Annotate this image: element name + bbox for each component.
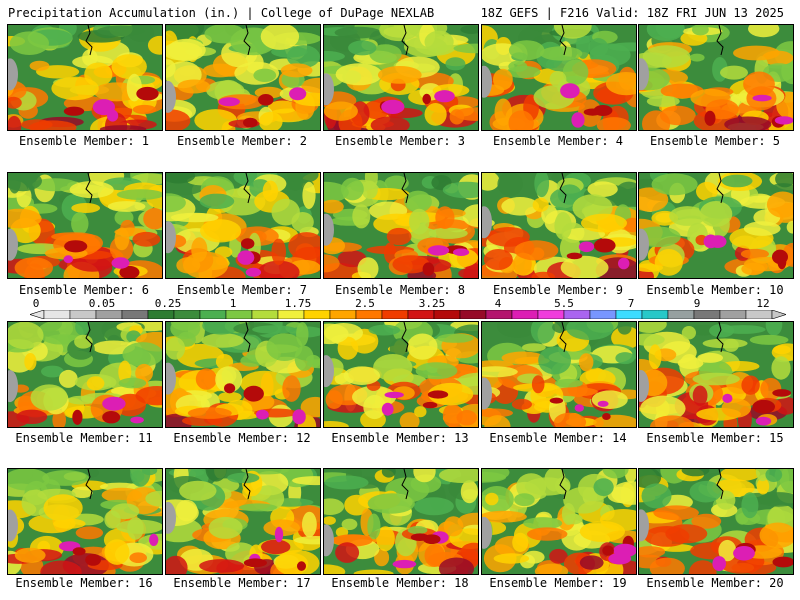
ensemble-member-label-17: Ensemble Member: 17 xyxy=(173,576,311,590)
colorbar-tick-label: 5.5 xyxy=(554,297,574,310)
colorbar-segment xyxy=(433,310,461,319)
colorbar-segment xyxy=(407,310,435,319)
ensemble-map-9 xyxy=(481,172,637,279)
ensemble-member-label-19: Ensemble Member: 19 xyxy=(489,576,627,590)
ensemble-member-label-12: Ensemble Member: 12 xyxy=(173,431,311,445)
ensemble-map-20 xyxy=(638,468,794,575)
ensemble-map-17 xyxy=(165,468,321,575)
ensemble-map-6 xyxy=(7,172,163,279)
colorbar-segment xyxy=(173,310,201,319)
colorbar-tick-label: 7 xyxy=(627,297,635,310)
ensemble-member-label-8: Ensemble Member: 8 xyxy=(334,283,466,297)
colorbar-tick-label: 4 xyxy=(494,297,502,310)
colorbar-segment xyxy=(485,310,513,319)
ensemble-member-label-16: Ensemble Member: 16 xyxy=(15,576,153,590)
ensemble-map-8 xyxy=(323,172,479,279)
ensemble-map-16 xyxy=(7,468,163,575)
precipitation-colorbar xyxy=(30,310,786,319)
ensemble-member-label-3: Ensemble Member: 3 xyxy=(334,134,466,148)
ensemble-map-19 xyxy=(481,468,637,575)
map-title: Precipitation Accumulation (in.) | Colle… xyxy=(8,6,435,20)
colorbar-segment xyxy=(147,310,175,319)
colorbar-tick-label: 9 xyxy=(693,297,701,310)
colorbar-segment xyxy=(615,310,643,319)
colorbar-segment xyxy=(69,310,97,319)
colorbar-segment xyxy=(511,310,539,319)
ensemble-member-label-4: Ensemble Member: 4 xyxy=(492,134,624,148)
colorbar-segment xyxy=(355,310,383,319)
colorbar-segment xyxy=(589,310,617,319)
ensemble-member-label-5: Ensemble Member: 5 xyxy=(649,134,781,148)
colorbar-segment xyxy=(745,310,773,319)
ensemble-member-label-2: Ensemble Member: 2 xyxy=(176,134,308,148)
ensemble-member-label-13: Ensemble Member: 13 xyxy=(331,431,469,445)
colorbar-segment xyxy=(563,310,591,319)
colorbar-tick-label: 0.25 xyxy=(154,297,182,310)
colorbar-max-arrow xyxy=(771,310,786,319)
run-valid-time: 18Z GEFS | F216 Valid: 18Z FRI JUN 13 20… xyxy=(480,6,784,20)
colorbar-segment xyxy=(329,310,357,319)
colorbar-segment xyxy=(277,310,305,319)
ensemble-member-label-10: Ensemble Member: 10 xyxy=(646,283,784,297)
colorbar-segment xyxy=(641,310,669,319)
ensemble-map-11 xyxy=(7,321,163,428)
ensemble-map-4 xyxy=(481,24,637,131)
colorbar-segment xyxy=(225,310,253,319)
ensemble-member-label-7: Ensemble Member: 7 xyxy=(176,283,308,297)
colorbar-segment xyxy=(43,310,71,319)
ensemble-member-label-1: Ensemble Member: 1 xyxy=(18,134,150,148)
ensemble-map-5 xyxy=(638,24,794,131)
ensemble-member-label-6: Ensemble Member: 6 xyxy=(18,283,150,297)
colorbar-tick-label: 12 xyxy=(756,297,770,310)
colorbar-segment xyxy=(303,310,331,319)
ensemble-map-10 xyxy=(638,172,794,279)
ensemble-member-label-14: Ensemble Member: 14 xyxy=(489,431,627,445)
colorbar-segment xyxy=(95,310,123,319)
colorbar-tick-label: 1 xyxy=(229,297,237,310)
colorbar-segment xyxy=(121,310,149,319)
colorbar-tick-label: 1.75 xyxy=(284,297,312,310)
ensemble-map-1 xyxy=(7,24,163,131)
colorbar-tick-label: 0 xyxy=(32,297,40,310)
colorbar-tick-label: 2.5 xyxy=(355,297,375,310)
ensemble-map-3 xyxy=(323,24,479,131)
ensemble-map-14 xyxy=(481,321,637,428)
colorbar-segment xyxy=(537,310,565,319)
colorbar-tick-label: 3.25 xyxy=(418,297,446,310)
colorbar-segment xyxy=(667,310,695,319)
ensemble-member-label-11: Ensemble Member: 11 xyxy=(15,431,153,445)
ensemble-member-label-20: Ensemble Member: 20 xyxy=(646,576,784,590)
ensemble-member-label-9: Ensemble Member: 9 xyxy=(492,283,624,297)
ensemble-map-18 xyxy=(323,468,479,575)
ensemble-map-15 xyxy=(638,321,794,428)
colorbar-tick-label: 0.05 xyxy=(88,297,116,310)
colorbar-segment xyxy=(199,310,227,319)
colorbar-segment xyxy=(381,310,409,319)
colorbar-segment xyxy=(693,310,721,319)
colorbar-segment xyxy=(251,310,279,319)
colorbar-min-arrow xyxy=(30,310,45,319)
ensemble-map-12 xyxy=(165,321,321,428)
ensemble-map-7 xyxy=(165,172,321,279)
ensemble-map-2 xyxy=(165,24,321,131)
ensemble-member-label-15: Ensemble Member: 15 xyxy=(646,431,784,445)
ensemble-map-13 xyxy=(323,321,479,428)
colorbar-segment xyxy=(719,310,747,319)
ensemble-member-label-18: Ensemble Member: 18 xyxy=(331,576,469,590)
colorbar-segment xyxy=(459,310,487,319)
